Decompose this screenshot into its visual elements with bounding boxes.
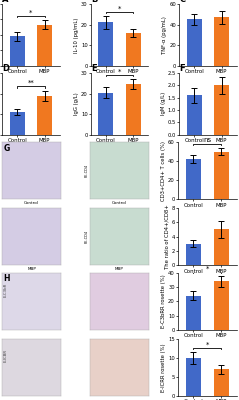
- Bar: [186, 159, 201, 199]
- Bar: [37, 25, 52, 66]
- Text: B: B: [91, 0, 97, 4]
- Bar: [214, 17, 229, 66]
- Text: F: F: [179, 64, 185, 73]
- Text: D: D: [2, 64, 9, 73]
- Text: A: A: [2, 0, 9, 4]
- Bar: [186, 296, 201, 330]
- Text: *: *: [118, 6, 121, 12]
- Bar: [214, 281, 229, 330]
- Bar: [214, 152, 229, 199]
- Text: *: *: [206, 265, 209, 271]
- Y-axis label: PE-CD4: PE-CD4: [85, 164, 89, 177]
- X-axis label: MBP: MBP: [27, 267, 36, 271]
- Bar: [214, 85, 229, 135]
- Bar: [37, 96, 52, 135]
- Text: G: G: [4, 144, 10, 153]
- Y-axis label: IL-10 (pg/mL): IL-10 (pg/mL): [74, 17, 79, 52]
- Y-axis label: TNF-α (pg/mL): TNF-α (pg/mL): [163, 16, 168, 54]
- Text: E: E: [91, 64, 97, 73]
- Text: **: **: [27, 80, 34, 86]
- Text: ns: ns: [203, 138, 211, 144]
- Bar: [186, 358, 201, 396]
- X-axis label: Control: Control: [112, 201, 127, 205]
- Bar: [10, 36, 25, 66]
- Y-axis label: PE-CD4: PE-CD4: [85, 230, 89, 243]
- X-axis label: Control: Control: [24, 201, 39, 205]
- Y-axis label: FITC-CD4: FITC-CD4: [0, 229, 1, 245]
- Bar: [186, 244, 201, 265]
- Y-axis label: The ratio of CD4+/CD8+: The ratio of CD4+/CD8+: [164, 204, 169, 269]
- Text: E-C3bR: E-C3bR: [4, 283, 8, 297]
- Text: *: *: [206, 342, 209, 348]
- Y-axis label: CD3+CD4+ T cells (%): CD3+CD4+ T cells (%): [161, 141, 166, 201]
- Bar: [10, 112, 25, 135]
- Text: *: *: [29, 10, 33, 16]
- Text: E-ICBR: E-ICBR: [4, 349, 8, 362]
- Text: *: *: [118, 68, 121, 74]
- Y-axis label: E-ICRR rosette (%): E-ICRR rosette (%): [161, 343, 166, 392]
- Y-axis label: FITC-CD4: FITC-CD4: [0, 163, 1, 179]
- Bar: [214, 230, 229, 265]
- Bar: [187, 20, 202, 66]
- Y-axis label: E-C3bRR rosette (%): E-C3bRR rosette (%): [161, 274, 166, 328]
- Bar: [214, 369, 229, 396]
- Bar: [126, 84, 141, 135]
- Y-axis label: IgG (g/L): IgG (g/L): [74, 92, 79, 115]
- X-axis label: MBP: MBP: [115, 267, 124, 271]
- Bar: [98, 22, 113, 66]
- Bar: [187, 95, 202, 135]
- Bar: [126, 33, 141, 66]
- Text: C: C: [179, 0, 186, 4]
- Bar: [98, 92, 113, 135]
- Text: H: H: [4, 274, 10, 284]
- Y-axis label: IgM (g/L): IgM (g/L): [161, 92, 166, 116]
